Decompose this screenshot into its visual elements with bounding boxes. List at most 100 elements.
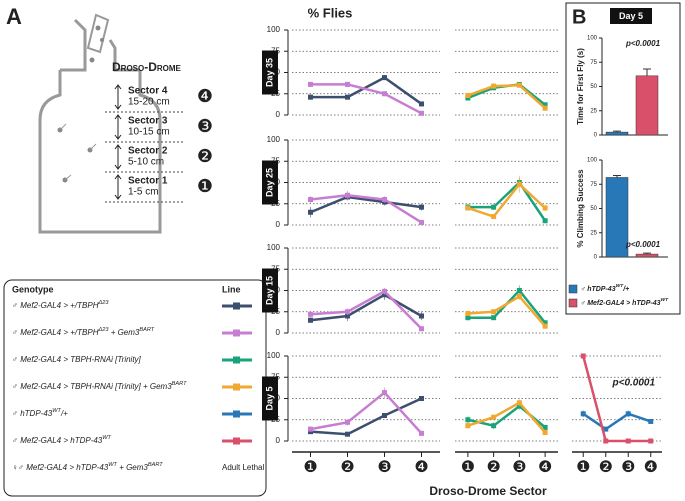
point [465, 310, 471, 316]
y-tick-label: 100 [267, 25, 281, 34]
y-tick-label: 75 [590, 182, 597, 188]
legend-marker [233, 437, 240, 445]
panel-b-box [565, 2, 681, 315]
error-bar [643, 68, 651, 76]
y-tick-label: 0 [594, 255, 598, 261]
legend-label: ♂ hTDP-43WT​/+ [12, 408, 68, 418]
line [310, 289, 423, 330]
point [382, 75, 387, 81]
y-tick-label: 50 [590, 206, 597, 212]
sector-name: Sector 1 [128, 176, 168, 187]
point [648, 438, 654, 444]
line [467, 288, 547, 324]
legend-label: ♂ Mef2-GAL4 > TBPH-RNAi [Trinity] [12, 355, 142, 364]
point [542, 430, 548, 435]
y-tick-label: 75 [590, 60, 597, 66]
x-tick-label: ❸ [377, 459, 391, 476]
bar [635, 253, 659, 258]
point [308, 209, 313, 215]
day-badge [610, 8, 652, 24]
row-label-box [262, 376, 278, 421]
y-axis-label: % Climbing Success [576, 169, 585, 248]
legend-label-sup: BART [139, 327, 154, 333]
line [467, 182, 546, 218]
bar [605, 177, 629, 258]
row-label: Day 35 [264, 58, 274, 87]
point [382, 91, 387, 97]
point [542, 323, 548, 329]
point [542, 205, 548, 211]
point [516, 400, 522, 406]
y-tick-label: 100 [267, 243, 281, 252]
legend-label: ♂ hTDP-43WT​/+ [580, 283, 629, 293]
annotation: p<0.0001 [625, 39, 661, 48]
point [465, 423, 471, 429]
legend-label: ♂ Mef2-GAL4 > hTDP-43WT​ [580, 297, 669, 307]
point [516, 82, 522, 88]
row-label: Day 15 [264, 276, 274, 305]
line [582, 355, 651, 443]
legend-label-sup: WT [102, 435, 111, 441]
y-tick-label: 100 [587, 36, 598, 42]
legend-label-part: ♂ hTDP-43 [12, 409, 53, 418]
legend-label-part: ♂ Mef2-GAL4 > +/TBPH [12, 301, 99, 310]
y-tick-label: 25 [590, 230, 597, 236]
line [310, 83, 423, 115]
point [465, 315, 471, 321]
point [419, 219, 424, 225]
point [419, 396, 424, 401]
sector-badge: ❹ [197, 86, 213, 106]
line [467, 83, 546, 110]
chart-title: % Flies [308, 5, 353, 20]
vial [38, 13, 162, 234]
legend-label-part: ♀♂ Mef2-GAL4 > hTDP-43 [12, 463, 109, 472]
legend-label-part: ♂ hTDP-43 [580, 286, 616, 293]
point [345, 94, 350, 100]
line [310, 293, 423, 322]
point [419, 326, 424, 332]
annotation: p<0.0001 [625, 240, 661, 249]
legend-label-part: ♂ Mef2-GAL4 > hTDP-43 [12, 436, 103, 445]
x-tick-label: ❷ [340, 459, 354, 476]
y-tick-label: 0 [276, 436, 281, 445]
sector-arrow [114, 114, 122, 140]
point [382, 288, 387, 294]
point [580, 353, 586, 359]
point [465, 92, 471, 98]
row-label-box [262, 160, 278, 205]
y-tick-label: 100 [267, 351, 281, 360]
line [310, 390, 423, 435]
point [625, 438, 631, 444]
line [467, 180, 547, 222]
row-label: Day 25 [264, 168, 274, 197]
row-label-box [262, 50, 278, 95]
legend-label-sup: WT [661, 297, 670, 303]
point [465, 205, 471, 211]
flies [57, 25, 104, 183]
legend-label-part: ♂ Mef2-GAL4 > hTDP-43 [580, 300, 661, 307]
legend-label-sup: WT [52, 408, 61, 414]
y-tick-label: 0 [594, 133, 598, 139]
x-tick-label: ❹ [414, 459, 428, 476]
diagram-title: Droso-Drome [112, 60, 182, 74]
point [419, 110, 424, 116]
error-bar [643, 252, 651, 255]
legend-label: ♂ Mef2-GAL4 > +/TBPHΔ23​ [12, 300, 109, 310]
bar [635, 75, 659, 136]
point [603, 438, 609, 444]
y-tick-label: 0 [276, 110, 281, 119]
point [465, 417, 471, 423]
row-label: Day 5 [264, 386, 274, 410]
error-bar [613, 175, 621, 178]
legend-label: ♂ Mef2-GAL4 > TBPH-RNAi [Trinity] + Gem3… [12, 381, 187, 391]
sector-range: 1-5 cm [128, 187, 159, 198]
point [345, 419, 350, 425]
line [582, 412, 652, 431]
point [308, 311, 313, 317]
x-tick-label: ❶ [461, 459, 475, 476]
legend-marker [233, 410, 240, 418]
sector-name: Sector 2 [128, 146, 168, 157]
legend-marker [233, 302, 240, 310]
legend-line-header: Line [222, 284, 241, 294]
x-tick-label: ❹ [538, 459, 552, 476]
